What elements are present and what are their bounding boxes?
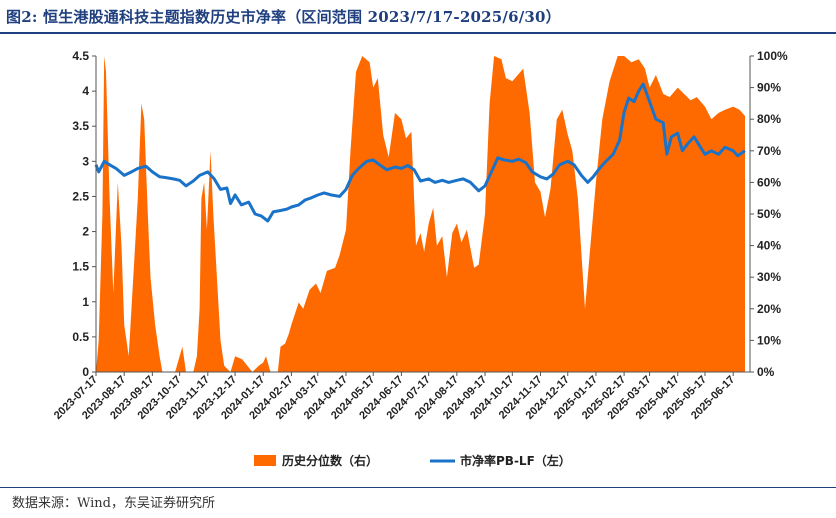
footer-rule [0, 487, 836, 488]
y-right-tick-label: 40% [757, 239, 781, 253]
legend-label-pb: 市净率PB-LF（左） [460, 453, 571, 468]
title-rule [0, 32, 836, 34]
source-note: 数据来源：Wind，东吴证券研究所 [12, 496, 215, 511]
figure-title: 图2: 恒生港股通科技主题指数历史市净率（区间范围 2023/7/17-2025… [6, 8, 561, 26]
y-left-tick-label: 2 [82, 225, 89, 239]
y-left-tick-label: 4.5 [72, 49, 89, 63]
y-left-tick-label: 0.5 [72, 330, 89, 344]
y-left-tick-label: 4 [82, 84, 89, 98]
y-right-tick-label: 10% [757, 333, 781, 347]
legend: 历史分位数（右） 市净率PB-LF（左） [254, 453, 571, 468]
y-right-tick-label: 50% [757, 207, 781, 221]
y-left-tick-label: 3 [82, 154, 89, 168]
y-right-tick-label: 80% [757, 112, 781, 126]
y-left-tick-label: 1 [82, 295, 89, 309]
legend-label-percentile: 历史分位数（右） [282, 453, 378, 468]
y-right-tick-label: 90% [757, 81, 781, 95]
y-right-tick-label: 70% [757, 144, 781, 158]
y-right-tick-label: 100% [757, 49, 788, 63]
y-left-tick-label: 3.5 [72, 119, 89, 133]
y-right-tick-label: 60% [757, 175, 781, 189]
pb-chart: 0 0.5 1 1.5 2 2.5 3 3.5 4 4.5 0% 10% 20% 30% 40% 50% 60%… [52, 49, 788, 468]
legend-swatch-percentile [254, 455, 276, 466]
area-series-layer [96, 56, 745, 372]
y-right-tick-label: 30% [757, 270, 781, 284]
y-right-tick-label: 0% [757, 365, 775, 379]
area-percentile [96, 56, 745, 372]
y-left-tick-label: 0 [82, 365, 89, 379]
y-right-tick-label: 20% [757, 302, 781, 316]
y-left-tick-label: 2.5 [72, 189, 89, 203]
line-series-layer [94, 82, 746, 223]
y-left-tick-label: 1.5 [72, 260, 89, 274]
line-pb [94, 82, 746, 223]
